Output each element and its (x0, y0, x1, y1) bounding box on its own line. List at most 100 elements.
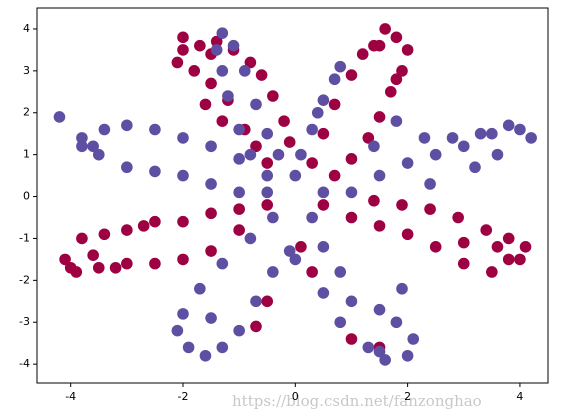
point (306, 211, 318, 224)
point (149, 215, 161, 228)
point (216, 257, 229, 270)
point (345, 211, 358, 224)
y-tick-label: -3 (19, 315, 30, 328)
point (216, 341, 229, 354)
point (98, 123, 111, 136)
point (210, 44, 223, 56)
point (177, 169, 189, 182)
x-tick-label: -4 (65, 390, 76, 403)
point (424, 178, 436, 190)
point (267, 90, 279, 102)
point (401, 157, 414, 169)
point (289, 169, 302, 182)
point (238, 65, 251, 77)
point (486, 127, 498, 140)
point (373, 345, 386, 358)
point (502, 253, 515, 266)
point (452, 211, 464, 224)
y-tick-label: 0 (23, 190, 30, 203)
points (53, 23, 537, 366)
point (272, 148, 285, 161)
point (199, 98, 212, 111)
point (306, 123, 318, 136)
point (98, 228, 111, 241)
point (233, 324, 245, 337)
point (514, 253, 526, 266)
point (233, 224, 245, 236)
point (306, 266, 318, 278)
point (255, 69, 268, 81)
point (171, 324, 184, 337)
point (283, 245, 296, 257)
y-tick-label: -2 (19, 273, 30, 286)
point (205, 245, 217, 257)
point (362, 341, 375, 354)
point (194, 282, 206, 295)
point (205, 140, 217, 153)
point (396, 65, 408, 77)
point (188, 65, 201, 77)
x-tick-label: -2 (178, 390, 189, 403)
point (76, 232, 88, 245)
point (502, 232, 515, 245)
point (345, 186, 358, 199)
point (244, 148, 257, 161)
point (244, 56, 257, 69)
point (261, 157, 274, 169)
point (295, 241, 307, 253)
x-tick-label: 4 (516, 390, 523, 403)
point (267, 266, 279, 278)
point (121, 257, 133, 270)
point (149, 165, 161, 178)
point (295, 148, 307, 161)
point (149, 257, 161, 270)
point (261, 127, 274, 140)
point (474, 127, 487, 140)
point (92, 261, 105, 274)
point (373, 111, 386, 123)
point (317, 127, 330, 140)
point (311, 106, 324, 119)
y-tick-label: -1 (19, 231, 30, 244)
point (502, 119, 515, 132)
point (368, 39, 380, 52)
point (216, 115, 229, 127)
point (76, 140, 88, 153)
point (373, 303, 386, 316)
point (486, 266, 498, 278)
point (283, 136, 296, 148)
point (261, 169, 274, 182)
point (407, 333, 420, 345)
point (334, 60, 347, 73)
point (306, 157, 318, 169)
point (182, 341, 195, 354)
point (396, 199, 408, 211)
point (177, 215, 189, 228)
point (457, 236, 470, 249)
watermark: https://blog.csdn.net/fanzonghao (232, 392, 482, 410)
point (177, 132, 189, 144)
point (519, 241, 532, 253)
point (345, 295, 358, 308)
point (177, 308, 189, 320)
point (362, 132, 375, 144)
point (205, 77, 217, 90)
point (446, 132, 459, 144)
point (109, 261, 122, 274)
point (368, 140, 380, 153)
point (379, 23, 391, 35)
point (250, 140, 262, 153)
point (345, 153, 358, 165)
point (424, 203, 436, 215)
point (261, 186, 274, 199)
point (59, 253, 71, 266)
point (210, 35, 223, 48)
point (401, 349, 414, 362)
point (384, 85, 397, 98)
point (233, 123, 245, 136)
point (267, 211, 279, 224)
point (250, 320, 262, 333)
point (222, 90, 234, 102)
point (137, 220, 150, 232)
y-tick-label: -4 (19, 357, 30, 370)
